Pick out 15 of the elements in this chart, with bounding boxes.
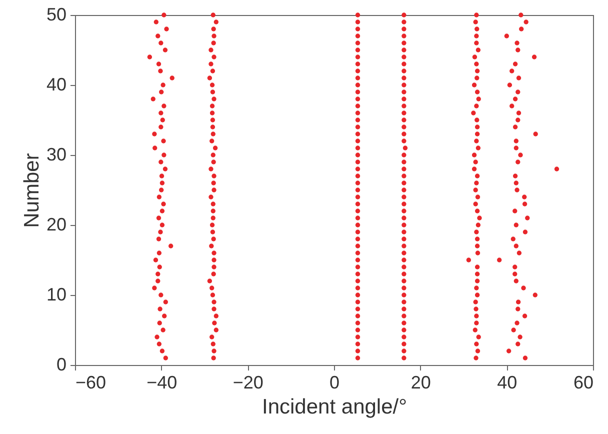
y-tick-label: 0 [56,354,66,374]
x-axis-title: Incident angle/° [262,396,408,418]
y-tick-label: 50 [46,4,66,24]
x-tick-label: −60 [76,372,106,392]
x-tick-label: 0 [329,372,340,392]
y-tick-label: 20 [46,214,66,234]
y-axis-title: Number [20,153,44,228]
x-tick-label: 20 [410,372,431,392]
x-tick-label: −20 [232,372,264,392]
x-tick-label: −40 [146,372,178,392]
y-tick-label: 30 [46,144,66,164]
y-tick-label: 40 [46,74,66,94]
x-tick-label: 60 [573,372,594,392]
x-tick-label: 40 [497,372,518,392]
y-tick-label: 10 [46,284,66,304]
